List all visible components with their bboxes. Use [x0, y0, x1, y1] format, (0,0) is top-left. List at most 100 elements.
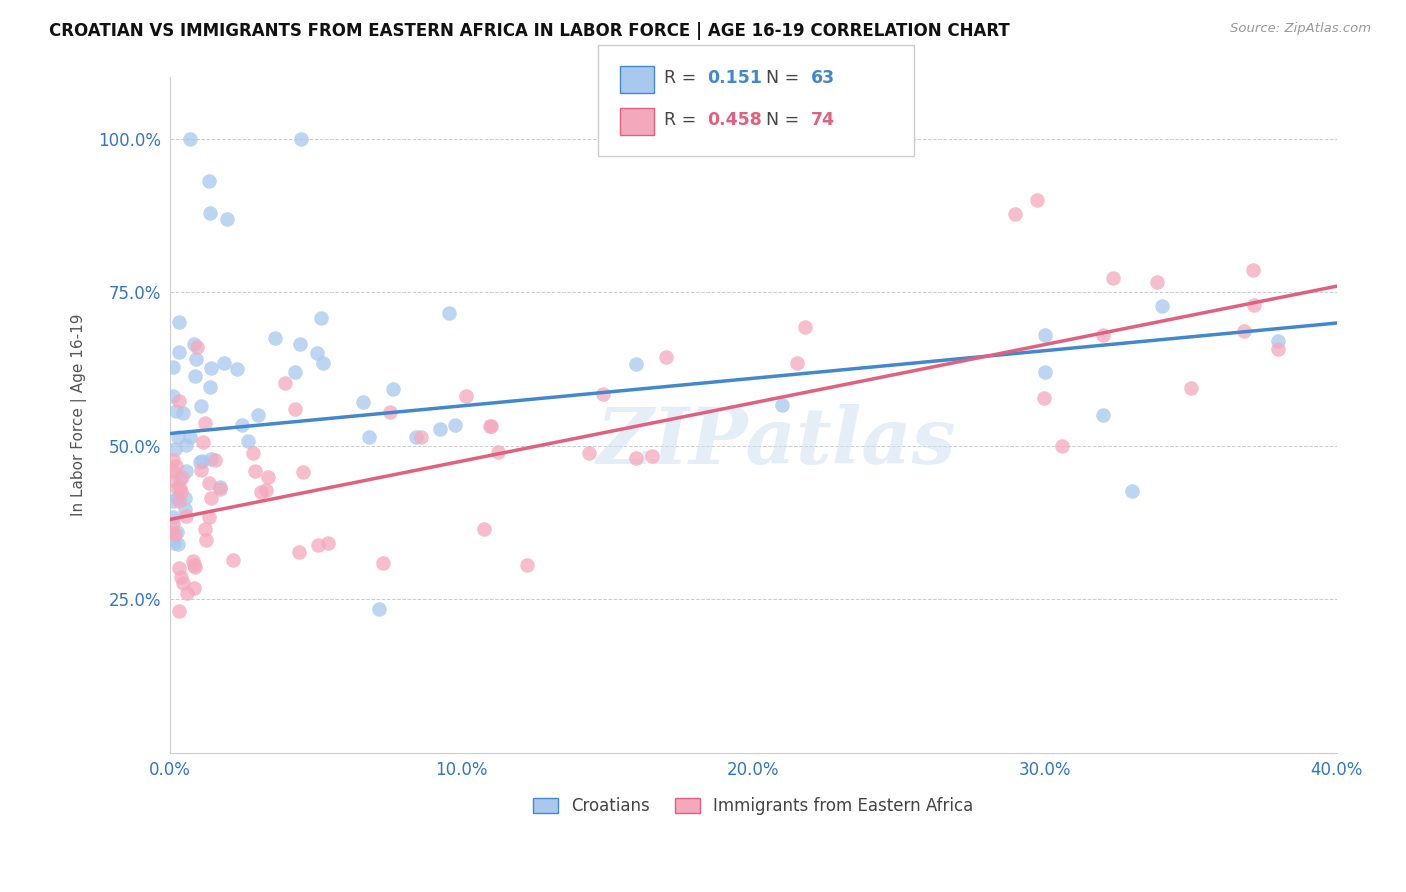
- Point: [208, 482, 231, 496]
- Point: [179, 430, 201, 444]
- Point: [1233, 324, 1256, 338]
- Point: [170, 485, 193, 500]
- Point: [198, 380, 221, 394]
- Point: [166, 482, 188, 496]
- Point: [516, 558, 538, 572]
- Point: [172, 469, 194, 483]
- Point: [162, 389, 184, 403]
- Point: [162, 531, 184, 545]
- Point: [170, 570, 193, 584]
- Point: [165, 458, 187, 473]
- Point: [162, 464, 184, 478]
- Point: [194, 533, 217, 547]
- Point: [162, 516, 184, 531]
- Point: [200, 452, 222, 467]
- Point: [1026, 193, 1049, 207]
- Point: [169, 560, 191, 574]
- Point: [176, 585, 198, 599]
- Point: [257, 470, 280, 484]
- Point: [167, 344, 190, 359]
- Point: [352, 395, 374, 409]
- Point: [162, 360, 184, 375]
- Point: [167, 430, 190, 444]
- Point: [371, 556, 394, 570]
- Point: [165, 526, 187, 541]
- Point: [1241, 263, 1264, 277]
- Point: [592, 386, 614, 401]
- Point: [162, 474, 184, 488]
- Point: [1033, 327, 1056, 342]
- Point: [1004, 207, 1026, 221]
- Point: [292, 465, 315, 479]
- Point: [1150, 299, 1173, 313]
- Point: [183, 337, 205, 351]
- Point: [209, 480, 232, 494]
- Point: [307, 346, 329, 360]
- Point: [287, 545, 309, 559]
- Point: [1101, 271, 1123, 285]
- Point: [1092, 408, 1115, 422]
- Point: [174, 508, 197, 523]
- Point: [190, 462, 212, 476]
- Point: [204, 453, 226, 467]
- Point: [181, 554, 204, 568]
- Point: [222, 553, 245, 567]
- Point: [578, 446, 600, 460]
- Text: N =: N =: [766, 112, 806, 129]
- Point: [174, 465, 197, 479]
- Point: [183, 581, 205, 595]
- Point: [1267, 334, 1289, 348]
- Point: [162, 525, 184, 540]
- Text: N =: N =: [766, 70, 806, 87]
- Point: [200, 491, 222, 506]
- Point: [169, 315, 191, 329]
- Point: [162, 452, 184, 467]
- Point: [284, 402, 307, 417]
- Point: [405, 430, 427, 444]
- Point: [179, 132, 201, 146]
- Point: [409, 429, 432, 443]
- Point: [165, 442, 187, 456]
- Point: [309, 311, 332, 326]
- Text: Source: ZipAtlas.com: Source: ZipAtlas.com: [1230, 22, 1371, 36]
- Point: [479, 418, 502, 433]
- Point: [626, 451, 648, 466]
- Point: [429, 422, 451, 436]
- Point: [190, 399, 212, 413]
- Point: [786, 356, 808, 370]
- Point: [437, 306, 460, 320]
- Point: [1146, 275, 1168, 289]
- Y-axis label: In Labor Force | Age 16-19: In Labor Force | Age 16-19: [72, 314, 87, 516]
- Point: [307, 538, 329, 552]
- Point: [172, 575, 194, 590]
- Point: [197, 509, 219, 524]
- Point: [166, 524, 188, 539]
- Point: [1121, 484, 1143, 499]
- Point: [1180, 381, 1202, 395]
- Point: [1092, 327, 1115, 342]
- Point: [167, 604, 190, 618]
- Point: [444, 418, 467, 433]
- Point: [378, 405, 401, 419]
- Point: [198, 174, 221, 188]
- Point: [456, 388, 478, 402]
- Point: [226, 361, 249, 376]
- Point: [194, 417, 217, 431]
- Point: [191, 453, 214, 467]
- Point: [169, 482, 191, 496]
- Point: [641, 449, 664, 463]
- Point: [478, 419, 501, 434]
- Point: [1033, 391, 1056, 405]
- Point: [191, 435, 214, 450]
- Point: [217, 211, 239, 226]
- Text: ZIPatlas: ZIPatlas: [596, 404, 956, 481]
- Point: [184, 369, 207, 384]
- Point: [254, 483, 277, 498]
- Point: [231, 418, 253, 433]
- Text: R =: R =: [664, 70, 702, 87]
- Point: [242, 446, 264, 460]
- Point: [316, 536, 339, 550]
- Point: [169, 394, 191, 409]
- Point: [162, 509, 184, 524]
- Point: [1050, 439, 1073, 453]
